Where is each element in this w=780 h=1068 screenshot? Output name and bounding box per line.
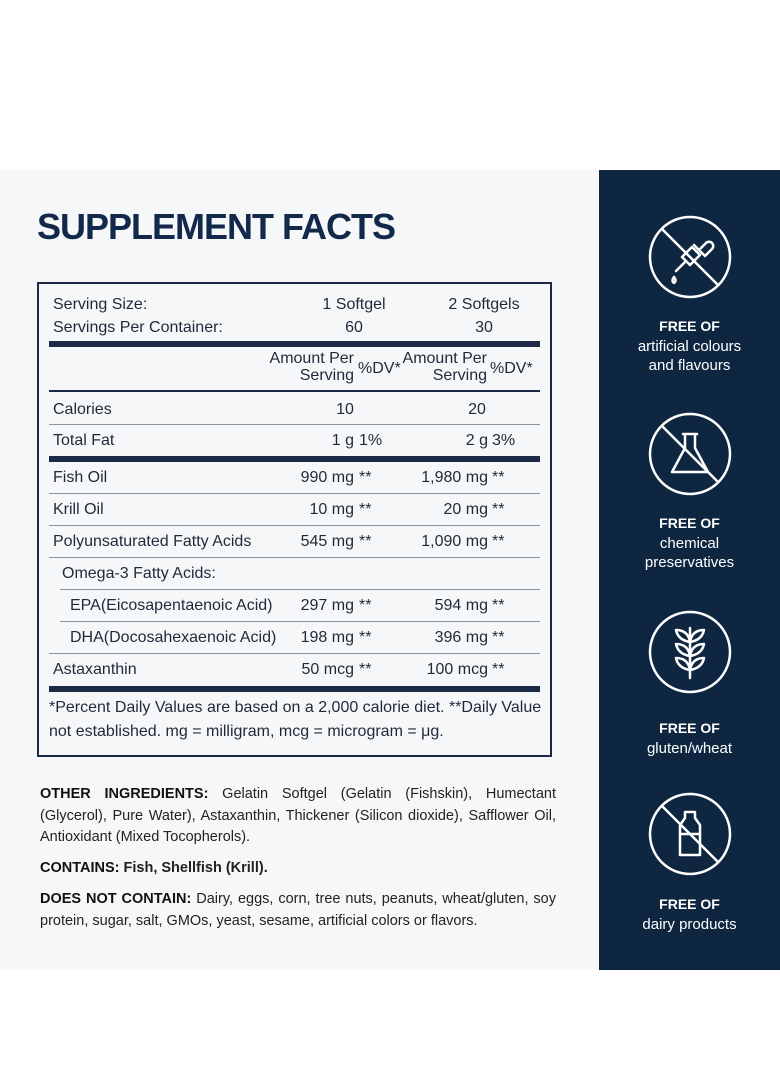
amount: 10 (336, 400, 354, 418)
badge-heading: FREE OF (659, 720, 720, 736)
icon-wheat (648, 610, 732, 694)
footnote: *Percent Daily Values are based on a 2,0… (49, 699, 542, 740)
daily-value: ** (492, 629, 505, 646)
badge-panel: FREE OF artificial colours and flavours FR… (599, 170, 780, 970)
badge-text: artificial colours and flavours (637, 338, 742, 374)
daily-value: ** (359, 629, 372, 646)
nutrient-name: Total Fat (53, 431, 115, 449)
amount: 20 mg (443, 501, 488, 518)
serving-col1: 1 Softgel (322, 296, 386, 313)
serving-col2: 30 (475, 319, 493, 336)
column-header: %DV* (490, 360, 533, 377)
thick-rule (49, 456, 540, 462)
amount: 10 mg (309, 501, 354, 518)
amount: 100 mcg (426, 661, 488, 678)
icon-milk (648, 792, 732, 876)
content-panel (0, 170, 599, 970)
contains: CONTAINS: Fish, Shellfish (Krill). (40, 858, 556, 880)
nutrient-name: Fish Oil (53, 469, 108, 486)
serving-label: Serving Size: (53, 296, 148, 313)
serving-col1: 60 (345, 319, 363, 336)
daily-value: ** (359, 661, 372, 678)
badge-text: gluten/wheat (646, 740, 733, 757)
text: Fish, Shellfish (Krill). (123, 860, 268, 876)
icon-dropper (648, 215, 732, 299)
daily-value: ** (359, 501, 372, 518)
amount: 1,090 mg (421, 533, 488, 550)
rule (60, 589, 540, 590)
nutrient-name: Astaxanthin (53, 661, 137, 678)
daily-value: ** (492, 597, 505, 614)
title: SUPPLEMENT FACTS (37, 206, 396, 247)
badge-text: dairy products (642, 916, 737, 933)
rule (49, 525, 540, 526)
badge-heading: FREE OF (659, 896, 720, 912)
nutrient-name: Calories (53, 400, 112, 418)
rule (49, 653, 540, 654)
badge-heading: FREE OF (659, 515, 720, 531)
rule (49, 424, 540, 425)
amount: 594 mg (434, 597, 488, 614)
nutrient-name: Polyunsaturated Fatty Acids (53, 533, 252, 550)
label: CONTAINS: (40, 860, 120, 876)
other-ingredients: OTHER INGREDIENTS: Gelatin Softgel (Gela… (40, 784, 556, 849)
amount: 297 mg (300, 597, 354, 614)
daily-value: ** (492, 661, 505, 678)
amount: 545 mg (300, 533, 354, 550)
daily-value: ** (492, 469, 505, 486)
serving-col2: 2 Softgels (448, 296, 520, 313)
amount: 50 mcg (301, 661, 354, 678)
amount: 20 (468, 400, 486, 418)
rule (49, 557, 540, 558)
nutrient-name: Krill Oil (53, 501, 104, 518)
amount: 2 g (465, 431, 488, 449)
daily-value: 1% (359, 431, 383, 449)
badge-text: chemical preservatives (644, 535, 735, 571)
amount: 990 mg (300, 469, 354, 486)
thick-rule (49, 686, 540, 692)
icons (648, 215, 732, 876)
badge-heading: FREE OF (659, 318, 720, 334)
text: Gelatin Softgel (Gelatin (Fishskin), Hum… (40, 786, 556, 845)
amount: 198 mg (300, 629, 354, 646)
daily-value: ** (359, 533, 372, 550)
amount: 1 g (331, 431, 354, 449)
label: OTHER INGREDIENTS: (40, 786, 209, 802)
facts-table: *Percent Daily Values are based on a 2,0… (37, 282, 552, 757)
rule (60, 621, 540, 622)
daily-value: ** (359, 469, 372, 486)
daily-value: ** (492, 533, 505, 550)
serving-label: Servings Per Container: (53, 319, 223, 336)
column-header: Amount Per Serving (402, 350, 487, 384)
nutrient-name: DHA(Docosahexaenoic Acid) (70, 629, 277, 646)
nutrient-name: Omega-3 Fatty Acids: (62, 565, 216, 582)
icon-flask (648, 412, 732, 496)
rule (49, 390, 540, 392)
amount: 1,980 mg (421, 469, 488, 486)
daily-value: 3% (492, 431, 516, 449)
thick-rule (49, 341, 540, 347)
column-header: Amount Per Serving (269, 350, 354, 384)
nutrient-name: EPA(Eicosapentaenoic Acid) (70, 597, 273, 614)
text: Dairy, eggs, corn, tree nuts, peanuts, w… (40, 891, 556, 929)
column-header: %DV* (358, 360, 401, 377)
rule (49, 493, 540, 494)
label: DOES NOT CONTAIN: (40, 891, 192, 907)
does-not-contain: DOES NOT CONTAIN: Dairy, eggs, corn, tre… (40, 889, 556, 932)
daily-value: ** (359, 597, 372, 614)
daily-value: ** (492, 501, 505, 518)
amount: 396 mg (434, 629, 488, 646)
